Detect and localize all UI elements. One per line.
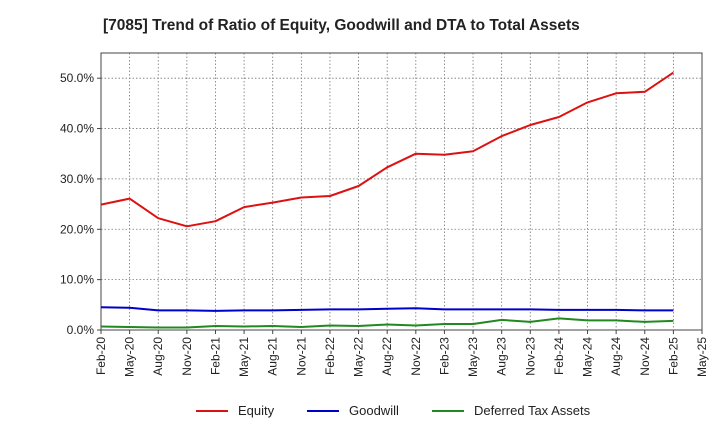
y-tick-label: 40.0% — [60, 122, 94, 136]
series-line-deferred-tax-assets — [100, 317, 674, 329]
y-tick-label: 0.0% — [67, 323, 95, 337]
x-tick-label: Feb-22 — [323, 337, 337, 375]
chart-title: [7085] Trend of Ratio of Equity, Goodwil… — [103, 17, 580, 34]
x-tick-label: Nov-22 — [409, 337, 423, 376]
x-tick-label: Nov-23 — [523, 337, 537, 376]
x-tick-label: Aug-22 — [380, 337, 394, 376]
legend: Equity Goodwill Deferred Tax Assets — [196, 403, 591, 418]
x-tick-label: Aug-24 — [609, 337, 623, 376]
x-tick-label: Aug-20 — [151, 337, 165, 376]
x-axis: Feb-20 May-20 Aug-20 Nov-20 Feb-21 May-21 Aug-… — [94, 330, 709, 377]
x-tick-label: May-25 — [695, 337, 709, 377]
series-line-goodwill — [100, 306, 674, 312]
x-tick-label: Feb-20 — [94, 337, 108, 375]
x-tick-label: Feb-25 — [666, 337, 680, 375]
y-tick-label: 10.0% — [60, 273, 94, 287]
y-tick-label: 50.0% — [60, 71, 94, 85]
x-tick-label: May-24 — [581, 337, 595, 377]
x-tick-label: May-22 — [352, 337, 366, 377]
x-tick-label: May-21 — [237, 337, 251, 377]
series-line-equity — [100, 71, 674, 228]
x-tick-label: Aug-21 — [266, 337, 280, 376]
y-tick-label: 20.0% — [60, 222, 94, 236]
x-tick-label: May-20 — [123, 337, 137, 377]
legend-label-deferred-tax-assets: Deferred Tax Assets — [474, 403, 591, 418]
x-tick-label: Feb-24 — [552, 337, 566, 375]
grid — [101, 53, 702, 330]
x-tick-label: Nov-24 — [638, 337, 652, 376]
x-tick-label: Feb-21 — [208, 337, 222, 375]
x-tick-label: Nov-20 — [180, 337, 194, 376]
legend-label-goodwill: Goodwill — [349, 403, 399, 418]
x-tick-label: Feb-23 — [437, 337, 451, 375]
x-tick-label: May-23 — [466, 337, 480, 377]
x-tick-label: Aug-23 — [495, 337, 509, 376]
series-lines — [100, 71, 674, 329]
plot-frame — [100, 52, 703, 331]
y-axis: 0.0% 10.0% 20.0% 30.0% 40.0% 50.0% — [60, 71, 101, 337]
y-tick-label: 30.0% — [60, 172, 94, 186]
legend-label-equity: Equity — [238, 403, 275, 418]
x-tick-label: Nov-21 — [294, 337, 308, 376]
